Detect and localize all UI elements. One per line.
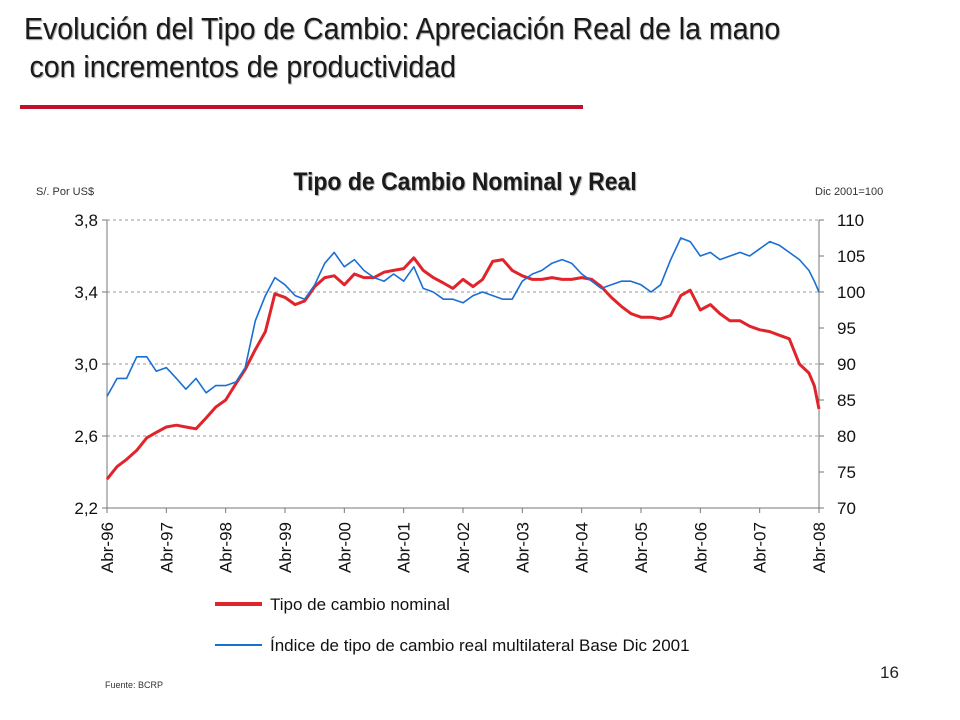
x-tick-label: Abr-05	[632, 522, 651, 573]
x-tick-label: Abr-99	[276, 522, 295, 573]
left-tick-label: 3,8	[74, 211, 98, 230]
title-underline	[20, 105, 583, 109]
left-tick-label: 2,6	[74, 427, 98, 446]
x-tick-label: Abr-07	[751, 522, 770, 573]
legend-label: Tipo de cambio nominal	[270, 595, 450, 614]
slide-title-line-2: con incrementos de productividad	[29, 49, 456, 84]
real-index-line	[106, 237, 820, 397]
right-tick-label: 100	[837, 283, 865, 302]
x-tick-label: Abr-03	[513, 522, 532, 573]
page-number: 16	[880, 663, 899, 682]
chart-title: Tipo de Cambio Nominal y Real	[293, 168, 637, 196]
right-tick-label: 80	[837, 427, 856, 446]
x-tick-label: Abr-01	[395, 522, 414, 573]
left-tick-label: 2,2	[74, 499, 98, 518]
legend-label: Índice de tipo de cambio real multilater…	[270, 636, 690, 655]
slide-title: Evolución del Tipo de Cambio: Apreciació…	[24, 10, 852, 86]
x-tick-label: Abr-98	[217, 522, 236, 573]
right-tick-label: 90	[837, 355, 856, 374]
left-tick-label: 3,0	[74, 355, 98, 374]
x-tick-label: Abr-00	[335, 522, 354, 573]
x-tick-label: Abr-96	[98, 522, 117, 573]
right-tick-label: 85	[837, 391, 856, 410]
source-note: Fuente: BCRP	[105, 680, 164, 690]
right-tick-label: 95	[837, 319, 856, 338]
left-axis-caption: S/. Por US$	[36, 186, 95, 198]
right-tick-label: 105	[837, 247, 865, 266]
x-tick-label: Abr-06	[691, 522, 710, 573]
right-tick-label: 75	[837, 463, 856, 482]
nominal-rate-line	[105, 256, 821, 481]
x-tick-label: Abr-04	[573, 522, 592, 573]
slide-title-line-1: Evolución del Tipo de Cambio: Apreciació…	[24, 11, 781, 46]
x-tick-label: Abr-97	[157, 522, 176, 573]
x-tick-label: Abr-08	[810, 522, 829, 573]
right-tick-label: 70	[837, 499, 856, 518]
x-tick-label: Abr-02	[454, 522, 473, 573]
left-tick-label: 3,4	[74, 283, 98, 302]
right-axis-caption: Dic 2001=100	[815, 186, 884, 198]
right-tick-label: 110	[837, 211, 864, 230]
